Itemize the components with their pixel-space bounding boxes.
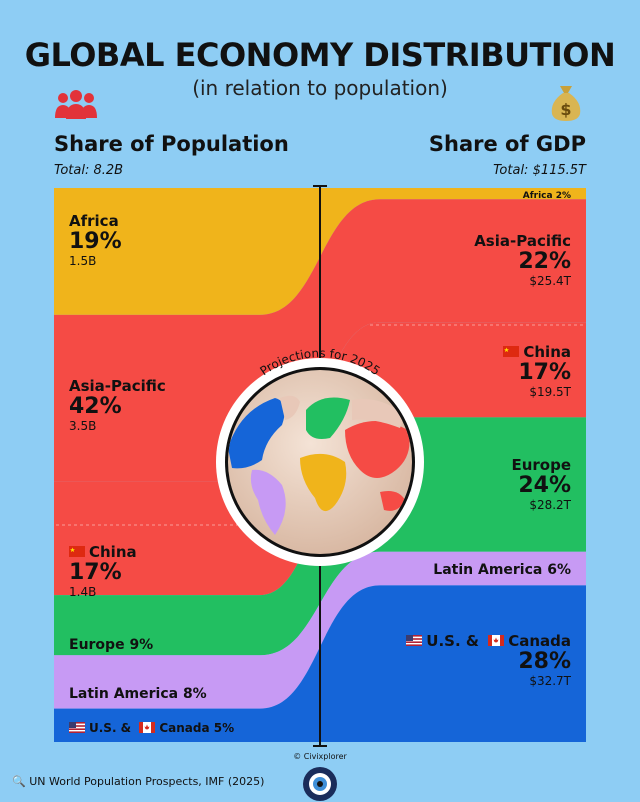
eye-logo-icon: [303, 767, 337, 801]
us-flag-icon: [406, 635, 423, 646]
gdp-total: Total: $115.5T: [493, 163, 586, 178]
population-total: Total: 8.2B: [54, 163, 124, 178]
population-heading: Share of Population: [54, 132, 289, 156]
left-africa-val: 1.5B: [69, 254, 97, 268]
search-icon: 🔍: [12, 775, 26, 788]
us-flag-icon: [69, 722, 85, 733]
right-latam-label: Latin America 6%: [433, 562, 571, 578]
right-europe-label: Europe 24% $28.2T: [511, 456, 571, 512]
canada-flag-icon: [488, 635, 505, 646]
left-china-name: China: [69, 543, 137, 561]
left-china-pct: 17%: [69, 560, 122, 585]
right-asia-label: Asia-Pacific 22% $25.4T: [474, 232, 571, 288]
right-asia-pct: 22%: [518, 249, 571, 274]
source-note: 🔍 UN World Population Prospects, IMF (20…: [12, 775, 264, 788]
left-china-label: China 17% 1.4B: [69, 543, 137, 599]
right-asia-name: Asia-Pacific: [474, 232, 571, 250]
canada-flag-icon: [139, 722, 156, 733]
left-us-canada-label: U.S. & Canada 5%: [69, 721, 234, 735]
credit-text: © Civixplorer: [293, 752, 347, 761]
right-europe-name: Europe: [511, 456, 571, 474]
right-europe-pct: 24%: [518, 473, 571, 498]
left-africa-pct: 19%: [69, 229, 122, 254]
money-bag-icon: $: [551, 86, 581, 121]
left-asia-val: 3.5B: [69, 419, 97, 433]
left-china-val: 1.4B: [69, 585, 97, 599]
left-europe-label: Europe 9%: [69, 637, 154, 653]
right-us-canada-pct: 28%: [518, 649, 571, 674]
right-us-canada-label: U.S. & Canada 28% $32.7T: [406, 632, 571, 688]
right-china-label: China 17% $19.5T: [503, 343, 571, 399]
china-flag-icon: [503, 346, 520, 357]
right-us-canada-name: U.S. & Canada: [406, 632, 571, 650]
left-africa-label: Africa 19% 1.5B: [69, 212, 122, 268]
left-asia-pct: 42%: [69, 394, 122, 419]
left-asia-label: Asia-Pacific 42% 3.5B: [69, 377, 166, 433]
svg-text:$: $: [560, 100, 571, 119]
right-africa-label: Africa 2%: [522, 191, 571, 201]
left-latam-label: Latin America 8%: [69, 686, 207, 702]
people-icon: [55, 90, 97, 119]
right-china-name: China: [503, 343, 571, 361]
right-china-pct: 17%: [518, 360, 571, 385]
left-asia-name: Asia-Pacific: [69, 377, 166, 395]
source-text: UN World Population Prospects, IMF (2025…: [29, 775, 265, 788]
chart-subtitle: (in relation to population): [192, 76, 448, 100]
right-europe-val: $28.2T: [529, 498, 571, 512]
right-china-val: $19.5T: [529, 385, 571, 399]
gdp-heading: Share of GDP: [428, 132, 586, 156]
right-asia-val: $25.4T: [529, 274, 571, 288]
left-africa-name: Africa: [69, 212, 119, 230]
chart-title: GLOBAL ECONOMY DISTRIBUTION: [24, 36, 616, 74]
china-flag-icon: [69, 546, 85, 557]
right-us-canada-val: $32.7T: [529, 674, 571, 688]
globe: Projections for 2025: [216, 346, 424, 566]
